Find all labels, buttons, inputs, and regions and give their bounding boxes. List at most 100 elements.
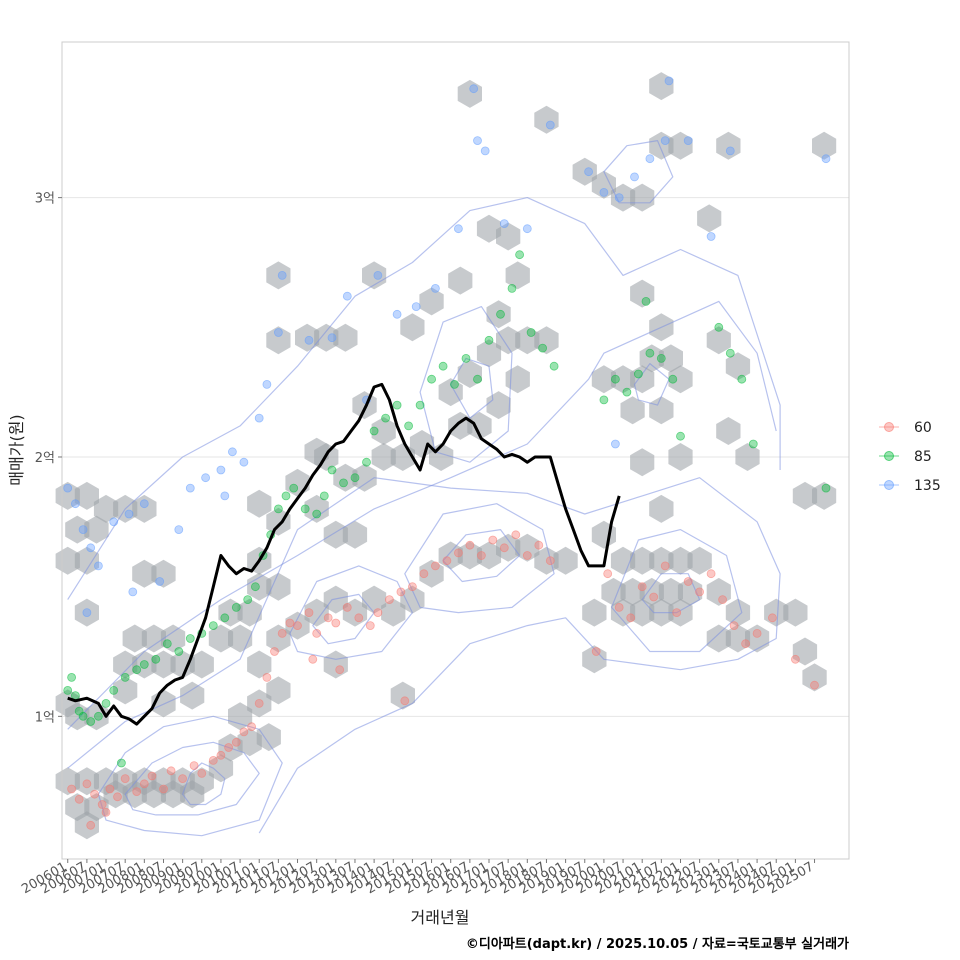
scatter-point-60 <box>270 647 279 656</box>
scatter-point-85 <box>392 400 402 410</box>
scatter-point-60 <box>373 608 383 617</box>
scatter-point-60 <box>67 784 76 794</box>
scatter-point-60 <box>74 794 84 804</box>
hex-cell <box>266 676 291 705</box>
hex-cell <box>812 131 837 160</box>
scatter-point-60 <box>335 665 345 675</box>
hex-cell <box>103 780 128 809</box>
scatter-point-135 <box>155 577 165 586</box>
scatter-point-135 <box>469 84 479 94</box>
scatter-point-60 <box>262 673 272 682</box>
scatter-point-135 <box>545 120 555 130</box>
density-contour <box>67 197 781 600</box>
panel-border <box>61 41 850 860</box>
scatter-point-85 <box>725 348 735 358</box>
hex-cell <box>247 689 272 718</box>
hex-cell <box>783 598 808 627</box>
hex-cell <box>228 702 253 731</box>
hex-cell <box>122 624 147 653</box>
scatter-point-85 <box>461 353 471 363</box>
hex-cell <box>285 611 310 640</box>
scatter-point-135 <box>480 146 490 156</box>
hex-cell <box>649 494 674 523</box>
scatter-point-85 <box>220 613 230 623</box>
hex-cell <box>74 598 99 627</box>
hex-cell <box>716 417 741 445</box>
hex-cell <box>649 72 674 101</box>
scatter-point-85 <box>350 473 360 483</box>
scatter-point-85 <box>162 639 172 649</box>
scatter-point-60 <box>231 737 241 747</box>
density-contour <box>442 529 521 583</box>
scatter-point-85 <box>599 395 609 405</box>
hex-cell <box>113 676 138 705</box>
scatter-point-85 <box>473 374 482 384</box>
scatter-point-60 <box>672 608 682 617</box>
hex-cell <box>735 443 760 471</box>
scatter-point-60 <box>768 613 777 623</box>
scatter-point-135 <box>273 328 283 337</box>
scatter-point-60 <box>308 654 318 664</box>
scatter-point-85 <box>339 478 348 488</box>
hex-cell <box>630 365 655 394</box>
hex-cell <box>304 494 329 523</box>
scatter-point-135 <box>392 309 402 319</box>
hex-cell <box>496 326 521 355</box>
hex-cell <box>448 266 473 295</box>
scatter-point-60 <box>139 779 149 789</box>
density-contour <box>603 140 674 204</box>
hex-cell <box>93 494 119 523</box>
scatter-point-60 <box>545 556 555 566</box>
scatter-point-60 <box>637 582 647 592</box>
scatter-point-60 <box>331 618 341 628</box>
legend: 60 85 135 <box>879 420 941 494</box>
scatter-point-60 <box>718 595 727 604</box>
hex-cell <box>620 396 645 425</box>
scatter-point-85 <box>427 374 437 384</box>
hex-cell <box>515 326 540 355</box>
scatter-point-60 <box>791 654 800 664</box>
scatter-point-135 <box>94 561 103 571</box>
hex-cell <box>400 585 425 614</box>
scatter-point-85 <box>404 421 414 431</box>
hex-cell <box>802 663 827 692</box>
scatter-point-60 <box>522 551 532 560</box>
scatter-point-60 <box>442 556 452 566</box>
scatter-point-85 <box>438 361 448 371</box>
scatter-point-135 <box>499 219 509 229</box>
hex-cell <box>534 326 559 355</box>
hex-cell <box>381 598 406 627</box>
scatter-point-135 <box>277 270 287 280</box>
scatter-points-layer <box>63 76 831 830</box>
hex-cell <box>486 300 511 329</box>
hex-cell <box>247 489 272 518</box>
density-contour-layer <box>67 140 781 837</box>
scatter-point-60 <box>453 548 463 558</box>
y-tick-label: 1억 <box>35 710 55 725</box>
scatter-point-60 <box>312 629 322 638</box>
scatter-point-85 <box>668 374 678 384</box>
trend-line <box>67 382 621 726</box>
scatter-point-135 <box>453 224 463 234</box>
scatter-point-135 <box>683 136 693 146</box>
y-tick-label: 3억 <box>35 192 55 207</box>
hex-cell <box>65 702 90 731</box>
hex-cell <box>505 365 530 394</box>
scatter-point-60 <box>465 540 475 550</box>
scatter-point-85 <box>526 328 536 337</box>
hex-cell <box>208 624 234 653</box>
scatter-point-85 <box>507 283 517 293</box>
hex-cell <box>639 344 664 373</box>
y-axis-title: 매매가(원) <box>7 414 26 485</box>
scatter-point-60 <box>147 771 157 781</box>
scatter-point-60 <box>189 761 199 770</box>
hex-cell <box>304 598 329 627</box>
scatter-point-85 <box>250 582 260 592</box>
scatter-point-85 <box>273 504 283 514</box>
scatter-point-60 <box>285 618 295 628</box>
hex-cell <box>658 344 683 373</box>
hex-cell <box>266 326 291 355</box>
hex-cell <box>266 572 291 601</box>
scatter-point-85 <box>676 431 685 441</box>
hex-cell <box>371 417 396 445</box>
